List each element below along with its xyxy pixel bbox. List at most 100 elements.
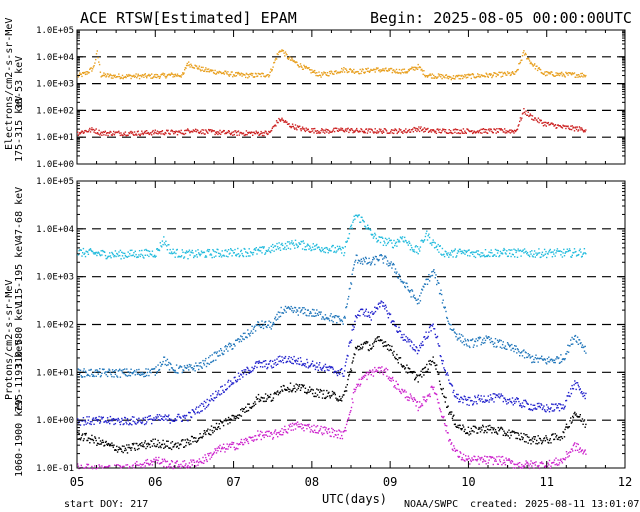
data-point: [195, 408, 197, 410]
data-point: [91, 129, 94, 131]
data-point: [242, 410, 244, 412]
data-point: [338, 372, 340, 374]
data-point: [497, 341, 499, 343]
data-point: [447, 252, 449, 254]
data-point: [354, 218, 356, 220]
data-point: [509, 344, 512, 347]
data-point: [535, 461, 537, 463]
data-point: [468, 434, 470, 436]
data-point: [411, 129, 413, 131]
data-point: [215, 359, 217, 361]
data-point: [448, 379, 450, 381]
data-point: [249, 131, 251, 134]
data-point: [466, 250, 468, 252]
data-point: [505, 433, 507, 435]
data-point: [378, 69, 381, 71]
data-point: [284, 355, 287, 358]
data-point: [467, 455, 470, 457]
data-point: [449, 439, 451, 441]
data-point: [154, 129, 156, 131]
data-point: [331, 130, 334, 133]
data-point: [496, 433, 499, 435]
data-point: [447, 75, 449, 78]
data-point: [347, 378, 349, 381]
data-point: [267, 394, 269, 397]
data-point: [233, 74, 235, 76]
data-point: [277, 53, 279, 56]
data-point: [264, 431, 267, 433]
data-point: [487, 395, 489, 397]
data-point: [175, 462, 177, 464]
data-point: [196, 440, 198, 442]
data-point: [570, 417, 572, 419]
data-point: [123, 257, 125, 259]
data-point: [289, 423, 292, 425]
data-point: [416, 352, 419, 355]
data-point: [230, 343, 232, 345]
data-point: [261, 132, 263, 134]
data-point: [578, 253, 580, 256]
data-point: [89, 248, 92, 250]
data-point: [324, 429, 327, 431]
data-point: [201, 462, 203, 464]
data-point: [317, 432, 319, 434]
data-point: [171, 73, 174, 75]
data-point: [531, 64, 534, 66]
data-point: [85, 432, 87, 435]
data-point: [379, 367, 382, 369]
data-point: [419, 127, 421, 130]
data-point: [478, 74, 480, 76]
data-point: [262, 434, 265, 436]
data-point: [367, 311, 370, 313]
data-point: [443, 369, 446, 371]
data-point: [469, 433, 472, 435]
data-point: [389, 348, 392, 351]
data-point: [324, 130, 327, 132]
data-point: [253, 439, 255, 441]
data-point: [338, 129, 341, 132]
data-point: [131, 443, 134, 445]
data-point: [531, 255, 534, 257]
data-point: [561, 462, 564, 464]
data-point: [490, 426, 492, 429]
data-point: [167, 244, 169, 246]
data-point: [261, 431, 263, 434]
data-point: [322, 248, 324, 251]
data-point: [146, 130, 148, 132]
data-point: [299, 311, 302, 313]
data-point: [536, 443, 539, 445]
data-point: [456, 252, 459, 254]
data-point: [416, 66, 418, 69]
data-point: [226, 250, 228, 253]
data-point: [498, 255, 500, 258]
data-point: [352, 269, 354, 271]
data-point: [580, 392, 582, 394]
data-point: [425, 331, 427, 333]
data-point: [435, 130, 437, 132]
data-point: [571, 72, 573, 74]
data-point: [121, 74, 124, 77]
data-point: [196, 67, 198, 69]
data-point: [212, 452, 215, 455]
data-point: [309, 386, 311, 388]
data-point: [415, 127, 417, 130]
data-point: [184, 132, 187, 135]
data-point: [406, 396, 408, 398]
data-point: [359, 221, 362, 223]
data-point: [468, 249, 470, 251]
data-point: [109, 445, 111, 447]
data-point: [192, 409, 194, 411]
data-point: [218, 350, 220, 352]
data-point: [555, 72, 557, 74]
data-point: [494, 342, 496, 344]
data-point: [380, 69, 382, 71]
data-point: [328, 248, 331, 250]
data-point: [504, 399, 507, 401]
data-point: [294, 128, 296, 130]
data-point: [473, 255, 475, 258]
data-point: [184, 439, 186, 441]
data-point: [247, 409, 250, 412]
data-point: [166, 249, 169, 251]
data-point: [541, 442, 543, 445]
data-point: [521, 113, 524, 115]
